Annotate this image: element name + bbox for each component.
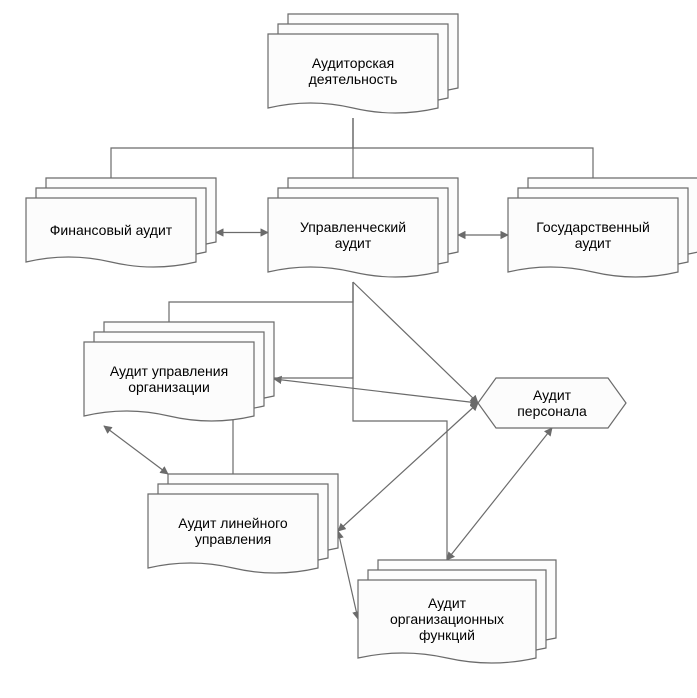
node-org	[84, 322, 274, 421]
edge-func-pers	[447, 428, 552, 560]
diagram-canvas: Аудиторская деятельностьФинансовый аудит…	[0, 0, 697, 698]
node-root	[268, 14, 458, 113]
edge-upr-org	[169, 282, 353, 322]
edge-org-lin	[104, 426, 168, 474]
node-func	[358, 560, 556, 663]
node-lin	[148, 474, 338, 573]
node-upr	[268, 178, 458, 277]
edge-root-gos	[353, 118, 593, 178]
edge-lin-pers	[338, 403, 478, 531]
edge-upr-func	[353, 282, 447, 560]
node-pers	[478, 378, 626, 428]
node-fin	[26, 178, 216, 267]
node-gos	[508, 178, 697, 277]
edge-org-pers	[274, 379, 478, 403]
edge-lin-func	[338, 531, 358, 619]
edge-root-fin	[111, 118, 353, 178]
diagram-svg	[0, 0, 697, 698]
edge-upr-pers	[353, 282, 478, 403]
